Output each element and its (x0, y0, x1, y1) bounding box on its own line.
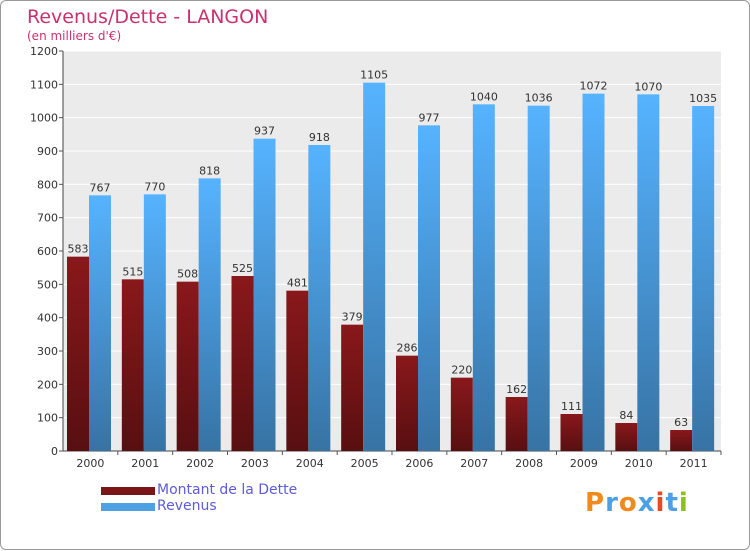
x-tick-label: 2004 (296, 457, 324, 470)
data-label-dette-2005: 379 (342, 311, 363, 324)
data-label-revenus-2000: 767 (90, 181, 111, 194)
chart-title: Revenus/Dette - LANGON (27, 6, 269, 28)
bar-revenus-2000 (89, 195, 111, 451)
bar-dette-2000 (67, 256, 89, 451)
data-label-revenus-2001: 770 (144, 180, 165, 193)
proxiti-logo: Proxiti (585, 488, 689, 518)
y-tick-label: 100 (37, 412, 58, 425)
data-label-revenus-2007: 1040 (470, 90, 498, 103)
data-label-dette-2000: 583 (68, 243, 89, 256)
data-label-dette-2002: 508 (177, 268, 198, 281)
legend-swatch-dette (101, 487, 155, 495)
y-tick-label: 200 (37, 378, 58, 391)
bar-dette-2007 (450, 377, 473, 451)
data-label-dette-2001: 515 (122, 265, 143, 278)
bar-revenus-2001 (143, 194, 166, 452)
data-label-dette-2011: 63 (674, 416, 688, 429)
bar-dette-2006 (396, 355, 418, 451)
y-tick-label: 800 (37, 178, 58, 191)
logo-letter: i (655, 488, 666, 518)
data-label-dette-2006: 286 (397, 342, 418, 355)
legend-label-revenus: Revenus (157, 498, 217, 514)
bar-dette-2005 (341, 324, 364, 451)
logo-letter: t (665, 488, 679, 518)
x-tick-label: 2008 (515, 457, 543, 470)
bar-revenus-2006 (418, 125, 440, 451)
logo-letter: x (637, 488, 656, 518)
legend-label-dette: Montant de la Dette (157, 482, 298, 498)
bar-dette-2003 (231, 276, 254, 451)
bar-dette-2010 (615, 423, 638, 451)
x-tick-label: 2010 (625, 457, 653, 470)
data-label-revenus-2004: 918 (309, 131, 330, 144)
x-tick-label: 2001 (131, 457, 159, 470)
y-tick-label: 400 (37, 312, 58, 325)
bar-revenus-2009 (582, 93, 605, 452)
data-label-dette-2008: 162 (506, 383, 527, 396)
bar-dette-2008 (505, 397, 528, 451)
x-tick-label: 2002 (186, 457, 214, 470)
bar-dette-2002 (176, 281, 199, 451)
logo-letter: r (605, 488, 619, 518)
bar-dette-2001 (121, 279, 144, 451)
data-label-revenus-2010: 1070 (634, 80, 662, 93)
y-tick-label: 1100 (30, 78, 58, 91)
bar-revenus-2008 (527, 105, 550, 452)
data-label-revenus-2009: 1072 (580, 80, 608, 93)
logo-letter: i (678, 488, 689, 518)
logo-letter: P (585, 488, 606, 518)
x-tick-label: 2000 (76, 457, 104, 470)
x-tick-label: 2005 (351, 457, 379, 470)
legend-swatch-revenus (101, 503, 155, 511)
data-label-revenus-2008: 1036 (525, 92, 553, 105)
data-label-revenus-2003: 937 (254, 125, 275, 138)
logo-letter: o (618, 488, 638, 518)
bar-revenus-2004 (308, 145, 331, 451)
y-tick-label: 0 (51, 445, 58, 458)
bar-dette-2004 (286, 290, 309, 451)
bar-dette-2011 (670, 430, 693, 451)
y-tick-label: 500 (37, 278, 58, 291)
x-tick-label: 2009 (570, 457, 598, 470)
x-tick-label: 2011 (680, 457, 708, 470)
y-tick-label: 900 (37, 145, 58, 158)
bar-revenus-2003 (253, 138, 276, 451)
y-tick-label: 700 (37, 212, 58, 225)
data-label-dette-2004: 481 (287, 277, 308, 290)
bar-revenus-2010 (637, 94, 660, 451)
y-tick-label: 600 (37, 245, 58, 258)
y-tick-label: 1200 (30, 45, 58, 58)
data-label-revenus-2006: 977 (419, 111, 440, 124)
data-label-revenus-2011: 1035 (689, 92, 717, 105)
data-label-dette-2009: 111 (561, 400, 582, 413)
bar-dette-2009 (560, 414, 583, 451)
data-label-dette-2003: 525 (232, 262, 253, 275)
data-label-dette-2010: 84 (619, 409, 633, 422)
y-tick-label: 300 (37, 345, 58, 358)
data-label-revenus-2002: 818 (199, 164, 220, 177)
bar-revenus-2007 (472, 104, 495, 451)
data-label-revenus-2005: 1105 (360, 69, 388, 82)
y-tick-label: 1000 (30, 112, 58, 125)
chart-subtitle: (en milliers d'€) (27, 29, 122, 43)
data-label-dette-2007: 220 (451, 364, 472, 377)
bar-revenus-2011 (692, 106, 715, 451)
x-tick-label: 2003 (241, 457, 269, 470)
bar-revenus-2005 (363, 82, 386, 452)
x-tick-label: 2007 (460, 457, 488, 470)
x-tick-label: 2006 (405, 457, 433, 470)
bar-revenus-2002 (198, 178, 221, 452)
